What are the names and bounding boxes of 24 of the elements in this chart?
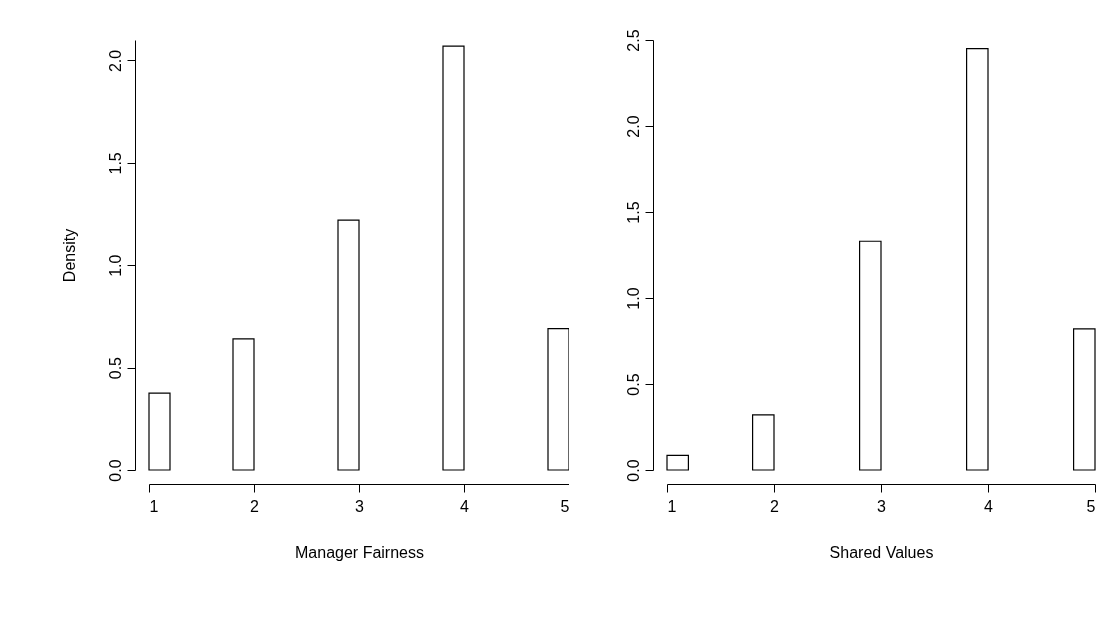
x-tick-label: 2	[250, 497, 260, 515]
x-tick-label: 2	[770, 497, 780, 515]
x-tick-label: 5	[560, 497, 570, 515]
y-tick-label: 0.0	[106, 459, 124, 482]
y-tick-label: 0.0	[624, 459, 642, 482]
y-tick-label: 0.5	[624, 373, 642, 396]
y-tick-label: 0.5	[106, 356, 124, 380]
x-tick-label: 3	[877, 497, 887, 515]
x-tick-label: 5	[1086, 497, 1096, 515]
y-tick-label: 2.5	[624, 29, 642, 52]
y-axis-title: Density	[60, 228, 78, 283]
x-tick-label: 1	[149, 497, 159, 515]
y-tick-label: 1.0	[106, 254, 124, 277]
x-tick-label: 3	[355, 497, 365, 515]
y-tick-label: 2.0	[624, 115, 642, 138]
y-tick-label: 1.0	[624, 287, 642, 310]
x-tick-label: 1	[667, 497, 677, 515]
x-tick-label: 4	[460, 497, 470, 515]
x-axis-title: Shared Values	[829, 543, 934, 561]
y-tick-label: 1.5	[624, 201, 642, 224]
x-tick-label: 4	[984, 497, 994, 515]
y-tick-label: 2.0	[106, 49, 124, 73]
x-axis-title: Manager Fairness	[295, 543, 424, 561]
y-tick-label: 1.5	[106, 152, 124, 175]
